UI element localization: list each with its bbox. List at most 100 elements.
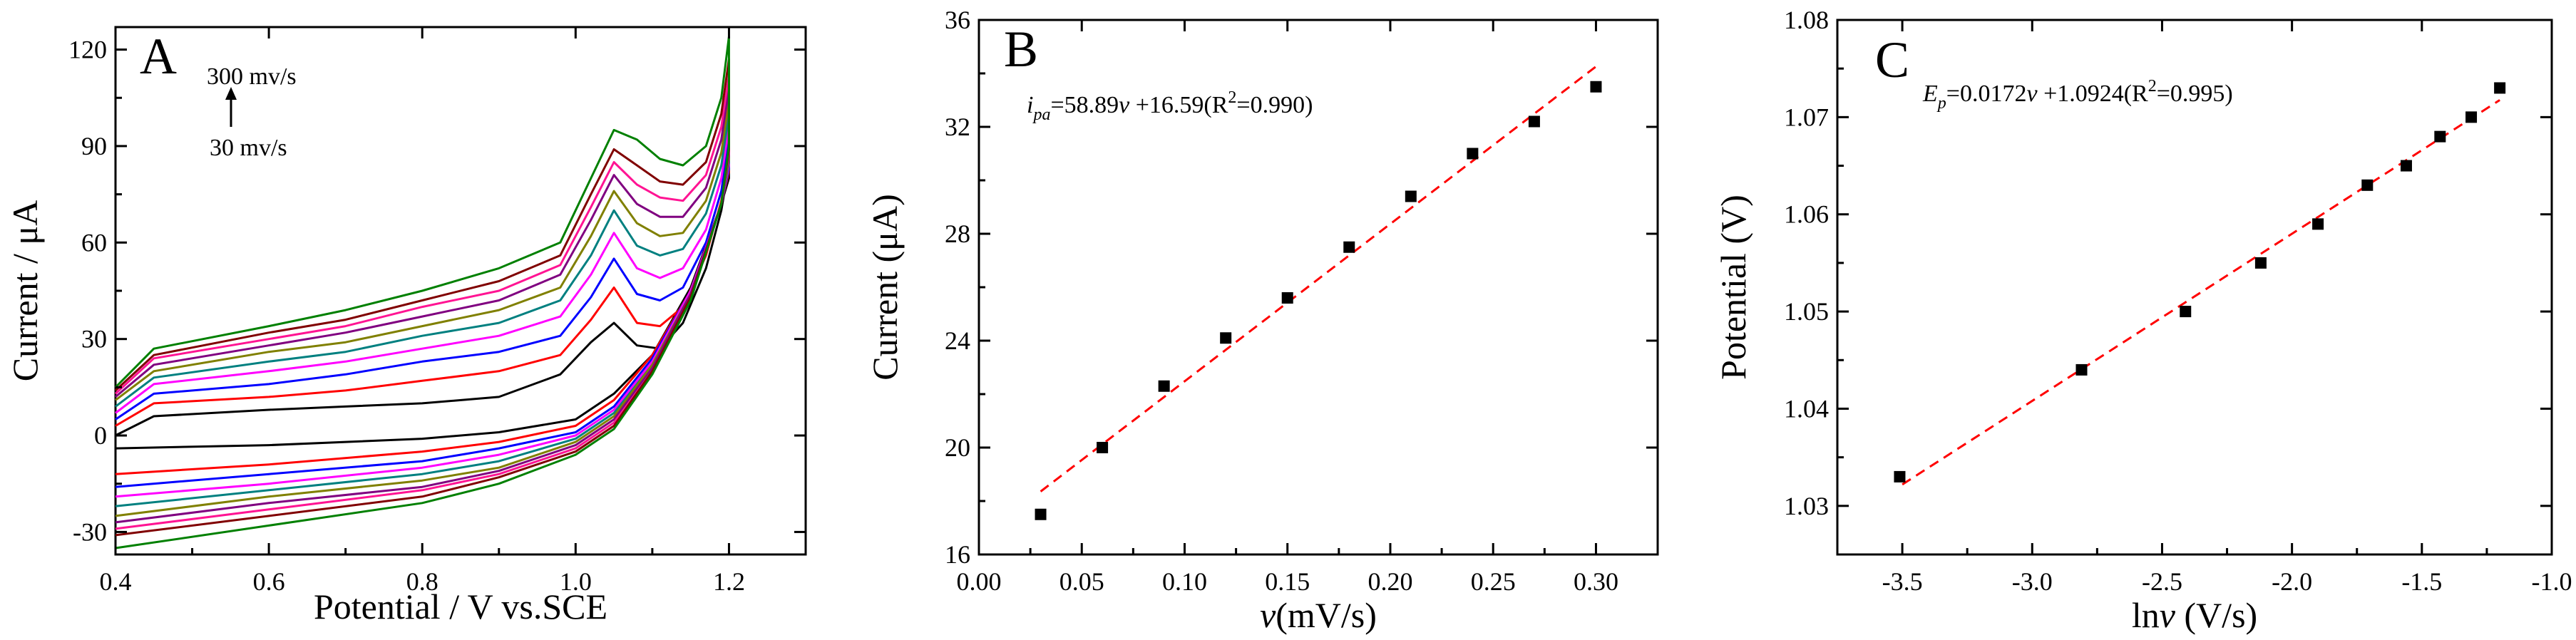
panel-c-eq-rhs-b: +1.0924(R xyxy=(2038,81,2148,107)
panel-b-x-tick-label: 0.20 xyxy=(1367,567,1412,596)
panel-a-x-tick-label: 1.0 xyxy=(560,567,592,596)
panel-b-data-point xyxy=(1097,442,1109,453)
panel-c-eq-lhs: E xyxy=(1922,81,1938,107)
panel-c-x-tick-label: -1.0 xyxy=(2532,567,2572,596)
panel-c-eq-var: v xyxy=(2026,81,2038,107)
panel-b-peak-current-vs-scan-rate: 0.00 0.05 0.10 0.15 0.20 0.25 0.30 16 20 24 28 32 36… xyxy=(865,6,1659,635)
panel-c-x-label-var: v xyxy=(2160,595,2176,635)
panel-c-data-point xyxy=(2361,179,2374,191)
panel-c-y-tick-label: 1.04 xyxy=(1784,394,1829,423)
panel-a-cv-curve-150mvs xyxy=(115,113,730,507)
panel-c-fit-line xyxy=(1902,99,2500,486)
panel-c-data-point xyxy=(2465,111,2478,123)
panel-c-letter: C xyxy=(1875,31,1909,88)
panel-c-peak-potential-vs-ln-scan-rate: -3.5 -3.0 -2.5 -2.0 -1.5 -1.0 1.03 1.04 1.05 1.06… xyxy=(1713,6,2572,635)
panel-a-y-axis-label: Current / μA xyxy=(5,200,45,382)
panel-a-letter: A xyxy=(140,28,177,85)
panel-c-x-label-prefix: ln xyxy=(2132,595,2160,635)
panel-c-eq-sup: 2 xyxy=(2148,77,2157,96)
panel-c-y-tick-label: 1.03 xyxy=(1784,492,1829,520)
panel-b-regression-equation: ipa=58.89v +16.59(R2=0.990) xyxy=(1027,88,1313,124)
panel-c-data-point xyxy=(2180,306,2192,318)
panel-b-data-point xyxy=(1343,241,1355,253)
panel-b-eq-lhs: i xyxy=(1027,92,1033,118)
panel-b-axis-ticks: 0.00 0.05 0.10 0.15 0.20 0.25 0.30 16 20 24 28 32 36 xyxy=(945,6,1658,596)
panel-a-cv-curve-240mvs xyxy=(114,74,730,530)
panel-b-y-tick-label: 32 xyxy=(945,113,970,141)
panel-a-series-group xyxy=(114,36,730,549)
panel-b-y-axis-label: Current (μA) xyxy=(865,194,905,380)
panel-b-data-point xyxy=(1158,380,1170,392)
panel-a-cv-curve-270mvs xyxy=(114,58,730,537)
panel-c-y-tick-label: 1.08 xyxy=(1784,6,1829,34)
panel-a-cv-curve-60mvs xyxy=(115,151,730,475)
panel-a-y-tick-label: 90 xyxy=(81,132,107,160)
panel-b-y-tick-label: 16 xyxy=(945,540,970,569)
panel-a-cv-curve-300mvs xyxy=(114,36,730,549)
panel-b-eq-sup: 2 xyxy=(1228,88,1236,107)
panel-a-y-tick-label: 30 xyxy=(81,325,107,353)
panel-a-x-tick-label: 0.4 xyxy=(100,567,132,596)
panel-b-data-point xyxy=(1467,148,1479,160)
panel-b-data-points xyxy=(1035,81,1602,520)
panel-a-x-tick-label: 0.6 xyxy=(253,567,285,596)
panel-b-x-tick-label: 0.15 xyxy=(1265,567,1310,596)
panel-b-y-tick-label: 28 xyxy=(945,220,970,248)
panel-c-data-point xyxy=(2400,160,2412,172)
panel-c-data-point xyxy=(1894,470,1906,482)
panel-b-x-tick-label: 0.10 xyxy=(1162,567,1207,596)
panel-c-data-point xyxy=(2254,257,2267,269)
panel-c-x-tick-label: -2.5 xyxy=(2142,567,2182,596)
panel-c-data-point xyxy=(2075,363,2088,376)
panel-c-y-tick-label: 1.06 xyxy=(1784,200,1829,229)
panel-c-eq-rhs-c: =0.995) xyxy=(2157,81,2233,107)
panel-b-x-label-units: (mV/s) xyxy=(1276,595,1377,635)
panel-c-y-tick-label: 1.05 xyxy=(1784,297,1829,326)
panel-b-data-point xyxy=(1281,292,1293,304)
panel-b-eq-rhs-b: +16.59(R xyxy=(1129,92,1228,118)
panel-b-fit-line xyxy=(1040,66,1597,492)
panel-a-x-tick-label: 1.2 xyxy=(713,567,745,596)
panel-a-annotation-bottom: 30 mv/s xyxy=(210,135,287,161)
panel-b-eq-lhs-sub: pa xyxy=(1032,105,1050,124)
panel-c-data-points xyxy=(1894,82,2506,482)
panel-a-cv-curve-210mvs xyxy=(115,87,730,524)
panel-b-x-tick-label: 0.00 xyxy=(957,567,1002,596)
panel-c-x-tick-label: -3.5 xyxy=(1882,567,1923,596)
panel-b-x-label-var: v xyxy=(1260,595,1276,635)
panel-c-eq-lhs-sub: p xyxy=(1936,94,1946,113)
panel-b-eq-rhs-c: =0.990) xyxy=(1236,92,1313,118)
panel-a-y-tick-label: 120 xyxy=(68,36,107,64)
panel-b-eq-var: v xyxy=(1119,92,1130,118)
panel-b-data-point xyxy=(1220,332,1232,344)
panel-c-x-tick-label: -3.0 xyxy=(2012,567,2053,596)
panel-b-y-tick-label: 24 xyxy=(945,326,970,355)
panel-a-x-tick-label: 0.8 xyxy=(406,567,438,596)
panel-a-y-tick-label: -30 xyxy=(73,517,107,546)
panel-c-axis-ticks: -3.5 -3.0 -2.5 -2.0 -1.5 -1.0 1.03 1.04 1.05 1.06… xyxy=(1784,6,2572,596)
panel-b-x-tick-label: 0.30 xyxy=(1574,567,1618,596)
panel-b-x-axis-label: v(mV/s) xyxy=(1260,595,1377,635)
panel-b-data-point xyxy=(1405,190,1417,202)
panel-c-plot-frame xyxy=(1836,19,2553,556)
panel-c-regression-equation: Ep=0.0172v +1.0924(R2=0.995) xyxy=(1922,77,2233,113)
panel-a-y-tick-label: 60 xyxy=(81,228,107,257)
panel-a-cv-curve-180mvs xyxy=(115,100,730,517)
panel-b-y-tick-label: 36 xyxy=(945,6,970,34)
panel-c-data-point xyxy=(2434,130,2446,143)
panel-b-data-point xyxy=(1590,81,1602,93)
panel-b-letter: B xyxy=(1004,21,1038,78)
panel-c-x-label-units: (V/s) xyxy=(2175,595,2257,635)
panel-c-x-tick-label: -2.0 xyxy=(2272,567,2312,596)
panel-a-annotation-arrow-head xyxy=(225,87,237,100)
panel-b-y-tick-label: 20 xyxy=(945,433,970,462)
panel-a-cv-curve-120mvs xyxy=(115,125,730,498)
panel-c-x-tick-label: -1.5 xyxy=(2401,567,2442,596)
panel-a-annotation-top: 300 mv/s xyxy=(207,63,297,90)
panel-c-data-point xyxy=(2312,218,2324,230)
panel-c-eq-rhs-a: =0.0172 xyxy=(1946,81,2027,107)
panel-c-data-point xyxy=(2494,82,2506,94)
panel-c-x-axis-label: lnv (V/s) xyxy=(2132,595,2257,635)
